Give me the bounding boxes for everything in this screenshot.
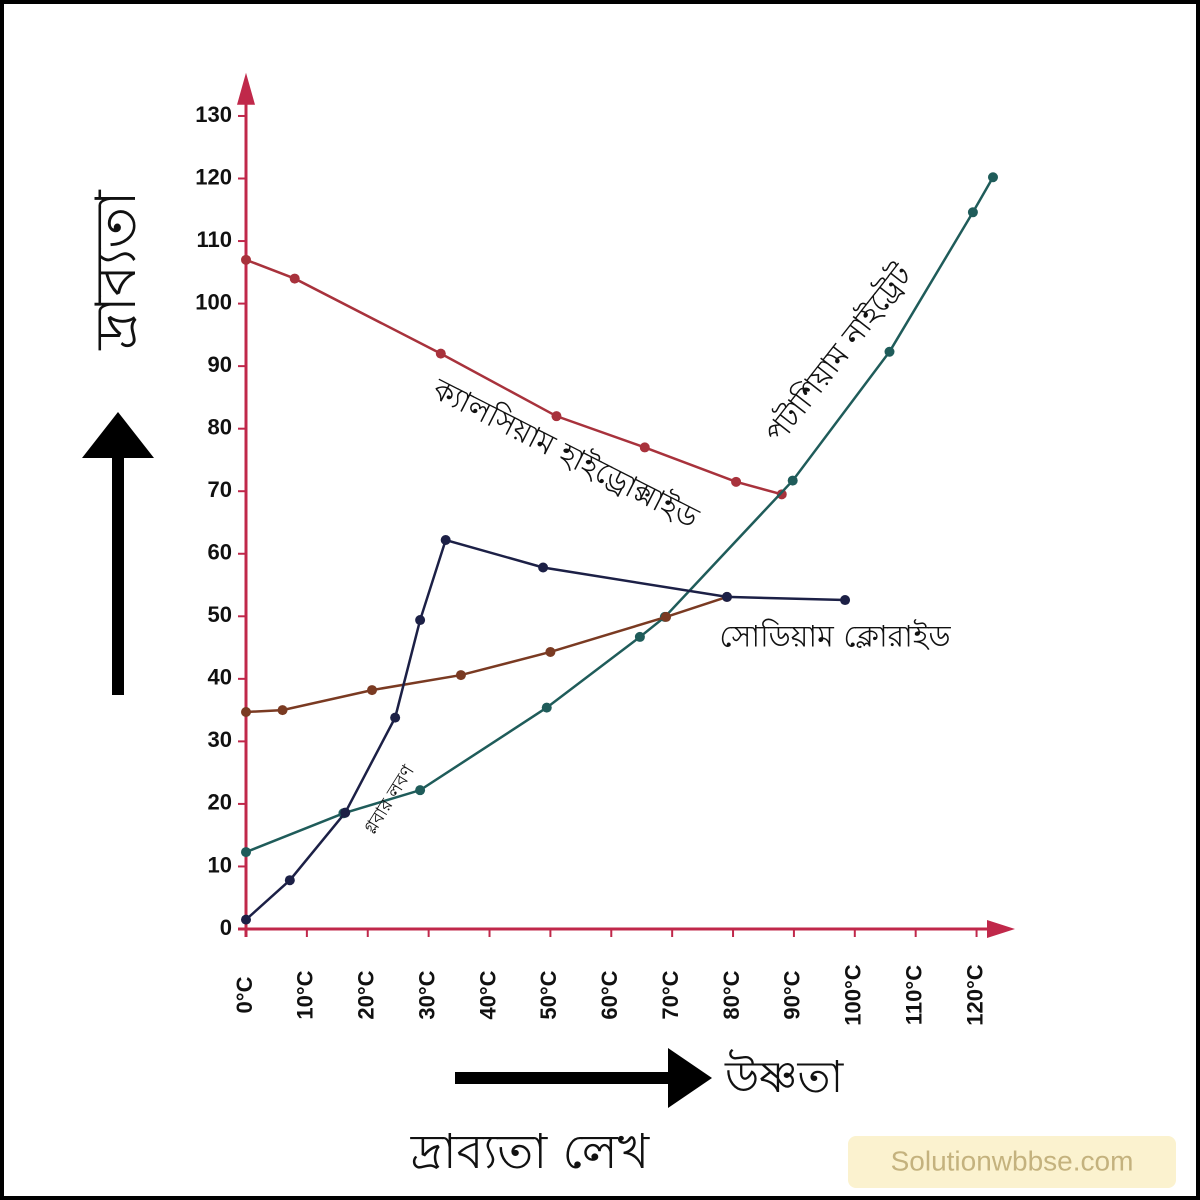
x-tick-label: 20°C [354,970,379,1019]
data-point [840,595,851,606]
data-point [367,685,378,696]
y-tick-label: 130 [195,102,232,127]
y-tick-label: 110 [197,227,233,252]
data-point [440,534,451,545]
data-point [289,273,300,284]
y-tick-label: 100 [195,289,232,314]
y-tick-label: 90 [208,352,232,377]
x-tick-label: 110°C [901,965,926,1025]
data-point [551,411,562,422]
data-point [241,706,251,717]
y-tick-label: 40 [208,665,232,690]
data-point [776,489,787,500]
data-point [541,702,552,713]
x-tick-label: 50°C [536,970,561,1019]
data-point [277,705,288,716]
y-tick-label: 30 [208,727,232,752]
y-tick-label: 70 [208,477,232,502]
data-point [884,346,895,357]
data-point [415,785,426,796]
x-tick-label: 10°C [293,970,318,1019]
x-tick-label: 40°C [475,970,500,1019]
x-tick-label: 70°C [658,970,683,1019]
y-tick-label: 50 [208,602,232,627]
data-point [661,611,672,622]
y-tick-label: 0 [220,915,232,940]
data-point [241,914,251,925]
data-point [538,562,549,573]
data-point [415,615,426,626]
data-point [721,591,732,602]
series-line [245,176,995,854]
y-axis-label: দ্রাব্যতা [84,190,149,351]
series-label: সোডিয়াম ক্লোরাইড [719,619,951,655]
y-tick-label: 60 [208,540,232,565]
data-point [241,254,251,265]
data-point [340,807,351,818]
data-point [634,631,645,642]
data-point [987,172,998,183]
x-tick-label: 0°C [232,976,257,1013]
x-arrow-head [668,1048,712,1108]
x-tick-label: 80°C [719,970,744,1019]
data-point [787,475,798,486]
data-point [390,712,401,723]
y-tick-label: 80 [208,414,232,439]
data-point [455,670,466,681]
x-tick-label: 30°C [414,970,439,1019]
x-tick-label: 120°C [962,964,987,1026]
y-tick-label: 10 [208,852,232,877]
x-tick-label: 60°C [597,970,622,1019]
data-point [967,207,978,218]
y-axis-head [237,72,255,105]
data-point [639,442,650,453]
data-point [435,348,446,359]
data-point [284,875,295,886]
y-arrow-head [82,412,154,458]
chart-title: দ্রাব্যতা লেখ [410,1124,651,1180]
data-point [731,476,742,487]
watermark: Solutionwbbse.com [891,1145,1134,1176]
x-tick-label: 100°C [841,964,866,1026]
data-point [545,646,556,657]
y-tick-label: 120 [195,164,232,189]
x-axis-head [987,920,1015,938]
data-point [241,847,251,858]
x-tick-label: 90°C [780,970,805,1019]
watermark-bg [848,1136,1176,1188]
x-axis-label: উষ্ণতা [724,1049,845,1103]
y-tick-label: 20 [208,790,232,815]
